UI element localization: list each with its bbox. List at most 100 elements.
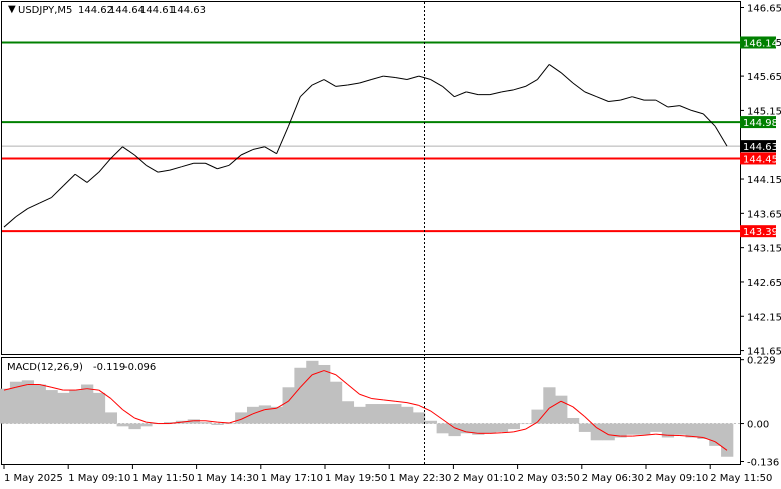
price-segment [323, 79, 337, 87]
price-series [3, 64, 728, 228]
price-segment [714, 125, 728, 147]
macd-bar [602, 423, 615, 441]
macd-bar [104, 412, 117, 424]
macd-bar [81, 384, 94, 424]
macd-bar [424, 420, 438, 424]
price-tick-label: 142.15 [747, 312, 781, 323]
macd-bar [318, 364, 331, 424]
price-segment [667, 105, 680, 108]
macd-bar [412, 412, 426, 424]
price-segment [536, 64, 550, 80]
price-tick-label: 145.65 [747, 72, 781, 83]
price-tick-label: 146.65 [747, 3, 781, 14]
signal-segment [572, 406, 586, 417]
macd-bar [270, 406, 283, 424]
signal-segment [323, 370, 337, 376]
signal-segment [548, 400, 562, 409]
macd-bar [164, 422, 177, 424]
macd-value: -0.119 [93, 362, 125, 373]
current-price-label: 144.63 [743, 142, 778, 153]
signal-segment [86, 388, 99, 391]
macd-bar [401, 406, 414, 424]
macd-bar [436, 423, 449, 434]
price-badges: 146.14 144.98 144.45 143.39 144.63 [740, 36, 778, 238]
macd-bar [709, 423, 722, 446]
price-axis: 146.65146.15145.65145.15144.15143.65143.… [740, 3, 781, 358]
price-segment [264, 146, 277, 155]
macd-bar [389, 404, 402, 424]
price-segment [702, 113, 716, 127]
macd-bar [531, 409, 544, 424]
signal-segment [584, 416, 597, 429]
price-tick-label: 144.15 [747, 175, 781, 186]
price-segment [560, 72, 574, 84]
macd-bar [282, 387, 295, 424]
ohlc-high: 144.64 [109, 5, 144, 16]
symbol-title: USDJPY,M5 [18, 5, 72, 16]
macd-tick-label: 0.229 [747, 356, 776, 367]
price-segment [608, 99, 621, 102]
macd-signal-value: -0.096 [124, 362, 156, 373]
macd-bar [543, 387, 556, 424]
macd-bar [578, 423, 592, 432]
price-tick-label: 145.15 [747, 106, 781, 117]
time-axis: 1 May 2025 1 May 09:10 1 May 11:50 1 May 14… [3, 465, 772, 484]
signal-segment [679, 435, 692, 437]
signal-segment [276, 400, 289, 409]
signal-segment [288, 386, 301, 402]
time-tick-label: 2 May 03:50 [518, 473, 580, 484]
signal-segment [536, 407, 550, 423]
signal-segment [466, 431, 479, 434]
signal-segment [347, 384, 360, 395]
price-segment [679, 105, 692, 111]
current-price-badge [740, 140, 776, 153]
ohlc-close: 144.63 [171, 5, 206, 16]
price-segment [501, 89, 514, 93]
price-segment [252, 146, 265, 151]
macd-bar [199, 422, 212, 424]
price-segment [395, 76, 408, 81]
price-segment [454, 91, 467, 98]
signal-segment [371, 397, 384, 401]
signal-segment [703, 437, 716, 443]
price-segment [489, 91, 502, 96]
symbol-title-arrow: ▼ [8, 4, 16, 15]
level-badge-label: 146.14 [743, 38, 778, 49]
signal-segment [181, 420, 194, 423]
price-segment [620, 96, 633, 101]
price-segment [181, 162, 194, 168]
price-segment [3, 216, 17, 228]
macd-bar [128, 423, 141, 430]
time-tick-label: 2 May 06:30 [582, 473, 644, 484]
signal-segment [134, 417, 147, 423]
signal-segment [608, 434, 621, 437]
macd-bar [626, 423, 639, 435]
macd-title: MACD(12,26,9) [7, 362, 83, 373]
macd-bar [448, 423, 461, 437]
signal-segment [39, 384, 52, 388]
macd-bar [223, 423, 236, 425]
macd-bar [57, 392, 70, 424]
macd-bar [661, 423, 675, 438]
signal-segment [489, 432, 502, 434]
macd-tick-label: 0.00 [747, 420, 769, 431]
macd-bar [614, 423, 627, 438]
macd-axis: 0.229 0.00 -0.136 [740, 356, 779, 468]
signal-segment [632, 434, 645, 437]
level-badge-label: 144.98 [743, 118, 778, 129]
macd-bar [187, 419, 200, 424]
time-tick-label: 1 May 22:30 [389, 473, 451, 484]
macd-bar [566, 417, 580, 424]
signal-segment [3, 386, 16, 391]
price-segment [513, 85, 526, 91]
price-segment [359, 79, 372, 84]
price-segment [383, 75, 396, 78]
time-tick-label: 1 May 14:30 [197, 473, 259, 484]
price-segment [691, 109, 704, 115]
time-tick-label: 1 May 2025 [4, 473, 63, 484]
macd-tick-label: -0.136 [747, 457, 779, 468]
time-tick-label: 2 May 11:50 [710, 473, 772, 484]
signal-segment [418, 404, 431, 412]
signal-segment [75, 388, 88, 391]
signal-segment [299, 374, 313, 388]
